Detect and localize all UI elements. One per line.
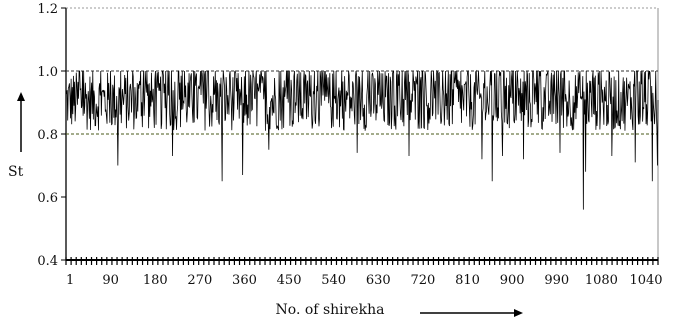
- y-axis-label: St: [8, 164, 24, 180]
- x-tick-label: 1: [66, 273, 74, 288]
- x-axis-label: No. of shirekha: [276, 302, 385, 318]
- y-tick-label: 1.0: [37, 65, 58, 80]
- x-tick-label: 720: [411, 273, 436, 288]
- x-tick-label: 360: [232, 273, 257, 288]
- y-tick-label: 0.8: [37, 128, 58, 143]
- tick-labels: 0.4 0.6 0.8 1.0 1.2 1 90 180 270 360 450 540 630 720 8…: [37, 2, 662, 288]
- x-tick-label: 180: [143, 273, 168, 288]
- x-tick-label: 270: [187, 273, 212, 288]
- x-tick-label: 900: [500, 273, 525, 288]
- x-tick-label: 630: [366, 273, 391, 288]
- y-axis-arrow: [17, 92, 25, 152]
- x-tick-label: 810: [455, 273, 480, 288]
- x-tick-label: 450: [277, 273, 302, 288]
- axis-ticks: [61, 7, 659, 265]
- x-tick-label: 540: [321, 273, 346, 288]
- x-tick-label: 990: [544, 273, 569, 288]
- series-line: [65, 69, 659, 210]
- y-tick-label: 0.6: [37, 191, 58, 206]
- x-axis-arrow: [420, 309, 523, 317]
- series-layer: [65, 69, 659, 210]
- x-tick-label: 1080: [585, 273, 618, 288]
- x-tick-label: 1040: [629, 273, 662, 288]
- y-tick-label: 1.2: [37, 2, 58, 17]
- x-tick-label: 90: [102, 273, 119, 288]
- y-tick-label: 0.4: [37, 254, 58, 269]
